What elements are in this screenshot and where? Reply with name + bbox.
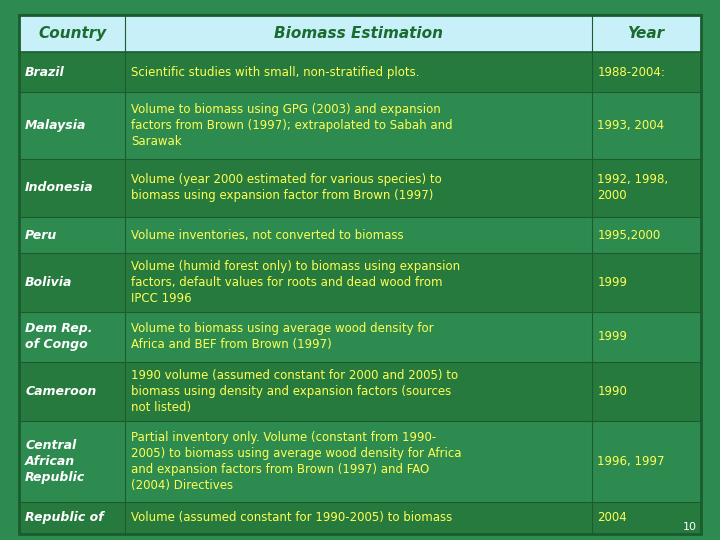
Bar [19, 217, 701, 253]
Text: Volume (assumed constant for 1990-2005) to biomass: Volume (assumed constant for 1990-2005) … [131, 511, 452, 524]
Text: Country: Country [38, 26, 107, 41]
Text: Peru: Peru [25, 228, 58, 241]
Text: 1999: 1999 [598, 276, 627, 289]
Text: Central
African
Republic: Central African Republic [25, 438, 86, 484]
Text: Partial inventory only. Volume (constant from 1990-
2005) to biomass using avera: Partial inventory only. Volume (constant… [131, 431, 462, 491]
Text: Biomass Estimation: Biomass Estimation [274, 26, 443, 41]
Text: Cameroon: Cameroon [25, 384, 96, 397]
Bar [19, 312, 701, 362]
Text: Malaysia: Malaysia [25, 119, 86, 132]
Bar [19, 52, 701, 92]
Text: Indonesia: Indonesia [25, 181, 94, 194]
Text: Volume to biomass using GPG (2003) and expansion
factors from Brown (1997); extr: Volume to biomass using GPG (2003) and e… [131, 103, 452, 148]
Text: Volume (year 2000 estimated for various species) to
biomass using expansion fact: Volume (year 2000 estimated for various … [131, 173, 441, 202]
Bar [19, 15, 701, 52]
Text: 1993, 2004: 1993, 2004 [598, 119, 665, 132]
Text: Volume (humid forest only) to biomass using expansion
factors, default values fo: Volume (humid forest only) to biomass us… [131, 260, 460, 305]
Bar [19, 253, 701, 312]
Text: 1990: 1990 [598, 384, 627, 397]
Bar [19, 92, 701, 159]
Text: 1988-2004:: 1988-2004: [598, 65, 665, 79]
Text: 1999: 1999 [598, 330, 627, 343]
Text: Republic of: Republic of [25, 511, 104, 524]
Bar [19, 362, 701, 421]
Bar [19, 421, 701, 502]
Text: Year: Year [628, 26, 665, 41]
Text: Scientific studies with small, non-stratified plots.: Scientific studies with small, non-strat… [131, 65, 419, 79]
Text: 10: 10 [683, 522, 697, 532]
Text: Volume to biomass using average wood density for
Africa and BEF from Brown (1997: Volume to biomass using average wood den… [131, 322, 433, 352]
Text: 1992, 1998,
2000: 1992, 1998, 2000 [598, 173, 668, 202]
Text: Dem Rep.
of Congo: Dem Rep. of Congo [25, 322, 93, 352]
Text: Volume inventories, not converted to biomass: Volume inventories, not converted to bio… [131, 228, 403, 241]
Text: 1995,2000: 1995,2000 [598, 228, 660, 241]
Bar [19, 502, 701, 534]
Text: 2004: 2004 [598, 511, 627, 524]
Text: 1996, 1997: 1996, 1997 [598, 455, 665, 468]
Text: Brazil: Brazil [25, 65, 65, 79]
Text: 1990 volume (assumed constant for 2000 and 2005) to
biomass using density and ex: 1990 volume (assumed constant for 2000 a… [131, 369, 458, 414]
Text: Bolivia: Bolivia [25, 276, 73, 289]
Bar [19, 159, 701, 217]
